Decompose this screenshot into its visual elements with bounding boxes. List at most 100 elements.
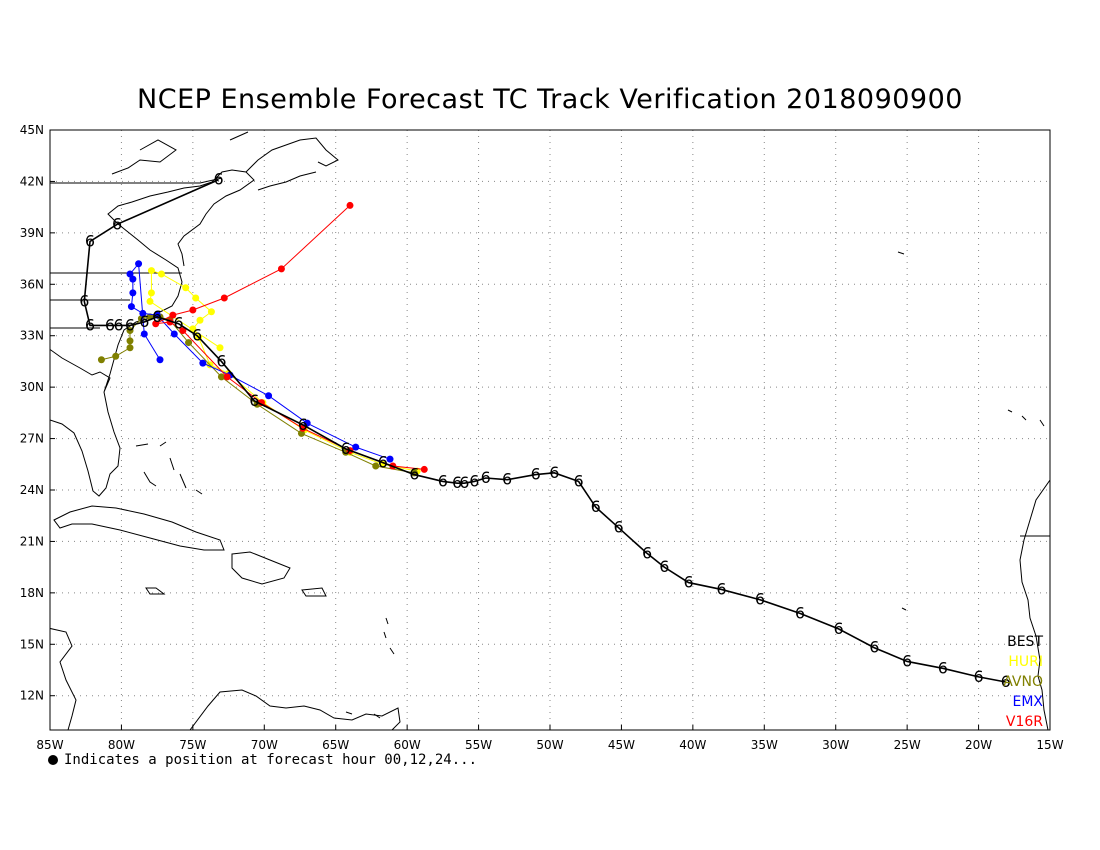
forecast-position-point: [372, 462, 380, 470]
x-tick-label: 70W: [251, 738, 278, 752]
forecast-position-point: [346, 201, 354, 209]
hurricane-symbol-icon: 6: [216, 351, 226, 370]
forecast-position-point: [207, 308, 215, 316]
x-tick-label: 60W: [394, 738, 421, 752]
grid-lines: [50, 130, 1050, 730]
hurricane-symbol-icon: 6: [113, 315, 123, 334]
x-tick-label: 35W: [751, 738, 778, 752]
forecast-position-point: [352, 443, 360, 451]
legend-entry-best: BEST: [1007, 634, 1043, 650]
hurricane-symbol-icon: 6: [298, 415, 308, 434]
chart-title: NCEP Ensemble Forecast TC Track Verifica…: [137, 84, 963, 115]
forecast-position-point: [146, 297, 154, 305]
y-tick-label: 39N: [20, 226, 44, 240]
state-borders: [50, 177, 223, 329]
y-tick-label: 30N: [20, 380, 44, 394]
forecast-position-point: [156, 356, 164, 364]
hurricane-symbol-icon: 6: [459, 473, 469, 492]
us-east-coastline: [50, 169, 255, 497]
hurricane-symbol-icon: 6: [755, 590, 765, 609]
x-tick-label: 20W: [965, 738, 992, 752]
x-tick-label: 40W: [679, 738, 706, 752]
legend-entry-huri: HURI: [1008, 654, 1043, 670]
footnote-text: Indicates a position at forecast hour 00…: [64, 752, 478, 768]
hurricane-symbol-icon: 6: [613, 518, 623, 537]
track-best: 6666666666666666666666666666666666666666…: [79, 170, 1011, 691]
forecast-position-point: [152, 320, 160, 328]
forecast-position-point: [189, 306, 197, 314]
forecast-position-point: [303, 419, 311, 427]
x-tick-label: 85W: [36, 738, 63, 752]
forecast-position-point: [277, 265, 285, 273]
footnote: Indicates a position at forecast hour 00…: [48, 752, 477, 768]
hurricane-symbol-icon: 6: [531, 465, 541, 484]
hurricane-symbol-icon: 6: [213, 170, 223, 189]
forecast-position-point: [185, 339, 193, 347]
forecast-position-point: [97, 356, 105, 364]
x-tick-label: 25W: [894, 738, 921, 752]
hurricane-symbol-icon: 6: [85, 231, 95, 250]
y-tick-label: 12N: [20, 689, 44, 703]
forecast-position-point: [223, 373, 231, 381]
forecast-position-point: [135, 260, 143, 268]
canada-coastline: [111, 131, 339, 191]
hurricane-symbol-icon: 6: [409, 465, 419, 484]
hurricane-symbol-icon: 6: [833, 619, 843, 638]
forecast-position-point: [126, 270, 134, 278]
forecast-position-point: [192, 294, 200, 302]
hurricane-symbol-icon: 6: [902, 651, 912, 670]
track-line-best: [83, 178, 1006, 683]
hurricane-symbol-icon: 6: [481, 468, 491, 487]
x-tick-label: 30W: [822, 738, 849, 752]
hurricane-symbol-icon: 6: [869, 638, 879, 657]
x-tick-label: 80W: [108, 738, 135, 752]
hurricane-symbol-icon: 6: [105, 315, 115, 334]
y-tick-label: 18N: [20, 586, 44, 600]
forecast-position-point: [112, 352, 120, 360]
forecast-position-point: [127, 303, 135, 311]
y-tick-label: 42N: [20, 174, 44, 188]
x-tick-label: 55W: [465, 738, 492, 752]
africa-coastline: [1019, 479, 1050, 730]
forecast-position-point: [182, 284, 190, 292]
hurricane-symbol-icon: 6: [683, 573, 693, 592]
forecast-position-point: [216, 344, 224, 352]
hurricane-symbol-icon: 6: [341, 439, 351, 458]
hurricane-symbol-icon: 6: [549, 463, 559, 482]
forecast-position-point: [147, 267, 155, 275]
y-tick-label: 21N: [20, 534, 44, 548]
hurricane-symbol-icon: 6: [502, 470, 512, 489]
lesser-antilles: [345, 617, 395, 719]
atlantic-islands: [897, 251, 1045, 611]
forecast-position-point: [170, 330, 178, 338]
axes: 85W 80W 75W 70W 65W 60W 55W 50W 45W 40W 35W 30W 25W 2…: [20, 123, 1064, 752]
track-line-huri: [149, 269, 418, 472]
legend-entry-emx: EMX: [1012, 694, 1043, 710]
forecast-position-point: [196, 316, 204, 324]
hurricane-symbol-icon: 6: [173, 314, 183, 333]
hurricane-symbol-icon: 6: [591, 497, 601, 516]
forecast-position-point: [199, 359, 207, 367]
hurricane-symbol-icon: 6: [659, 557, 669, 576]
forecast-position-point: [126, 327, 134, 335]
hurricane-symbol-icon: 6: [938, 658, 948, 677]
forecast-position-point: [265, 392, 273, 400]
y-tick-label: 24N: [20, 483, 44, 497]
hurricane-symbol-icon: 6: [716, 579, 726, 598]
hurricane-symbol-icon: 6: [125, 315, 135, 334]
legend-entry-avno: AVNO: [1003, 674, 1043, 690]
coastlines: [50, 131, 1050, 730]
y-tick-label: 15N: [20, 637, 44, 651]
forecast-position-point: [157, 270, 165, 278]
caribbean-islands: [53, 441, 327, 597]
y-tick-label: 27N: [20, 432, 44, 446]
hurricane-symbol-icon: 6: [795, 603, 805, 622]
hurricane-symbol-icon: 6: [1001, 672, 1011, 691]
x-tick-label: 75W: [179, 738, 206, 752]
hurricane-symbol-icon: 6: [192, 326, 202, 345]
forecast-position-point: [189, 325, 197, 333]
forecast-position-point: [129, 275, 137, 283]
forecast-position-point: [386, 455, 394, 463]
hurricane-symbol-icon: 6: [112, 214, 122, 233]
